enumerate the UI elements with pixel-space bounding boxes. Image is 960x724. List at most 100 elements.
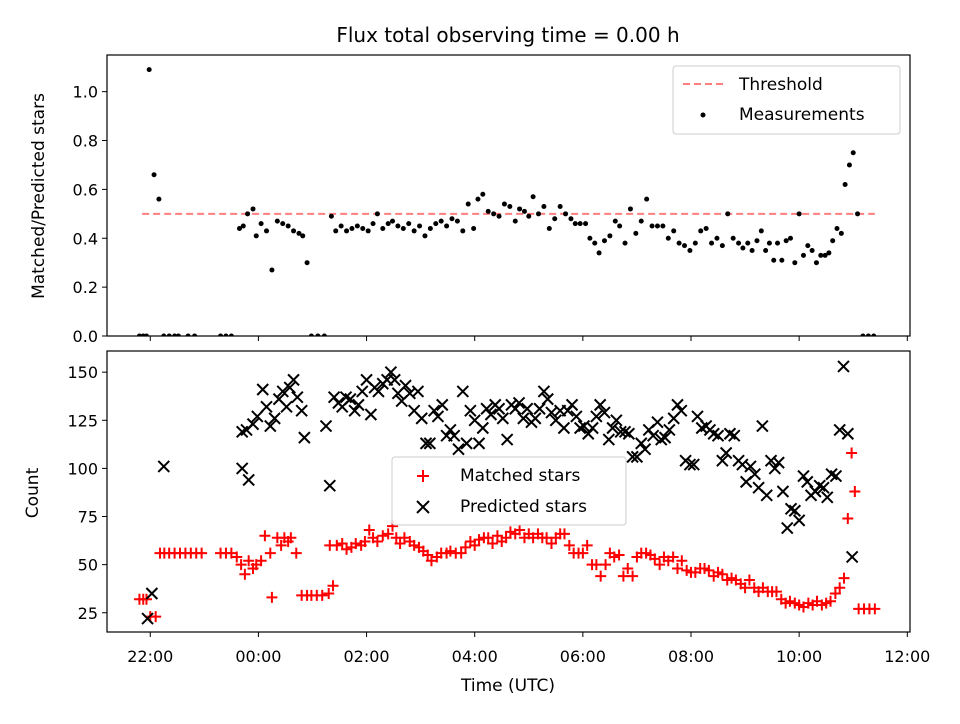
measurement-point — [687, 247, 693, 253]
matched-stars-point — [341, 543, 353, 555]
matched-stars-point — [834, 582, 846, 594]
measurement-point — [557, 203, 563, 209]
matched-stars-point — [743, 574, 755, 586]
predicted-stars-point — [496, 412, 510, 425]
measurement-point — [834, 225, 840, 231]
legend-measurements-swatch — [700, 112, 706, 118]
predicted-stars-point — [792, 514, 806, 527]
measurement-point — [315, 333, 321, 336]
bottom-legend-box — [391, 456, 627, 526]
measurement-point — [644, 196, 650, 202]
predicted-stars-point — [246, 417, 260, 431]
matched-stars-point — [617, 570, 629, 582]
matched-stars-point — [545, 537, 557, 549]
predicted-stars-point — [841, 427, 855, 440]
measurement-point — [783, 238, 789, 244]
legend-measurements-label: Measurements — [739, 105, 865, 125]
predicted-stars-point — [476, 421, 490, 435]
bottom-panel: 25 50 75 100 125 150 22:00 00:00 02:00 04:00 06:0… — [23, 350, 930, 666]
predicted-stars-point — [157, 460, 170, 473]
measurement-point — [725, 211, 731, 217]
predicted-stars-point — [582, 427, 595, 440]
matched-stars-point — [739, 582, 751, 594]
measurement-point — [709, 240, 715, 246]
matched-stars-point — [150, 611, 162, 623]
predicted-stars-point — [837, 360, 850, 373]
predicted-stars-point — [586, 421, 599, 435]
predicted-stars-point — [671, 398, 684, 412]
matched-stars-point — [371, 536, 383, 548]
predicted-stars-point — [452, 442, 465, 456]
measurement-point — [714, 235, 720, 241]
predicted-stars-point — [590, 410, 603, 423]
measurement-point — [454, 218, 460, 224]
matched-stars-point — [394, 537, 406, 549]
bottom-xtick-label: 12:00 — [884, 647, 930, 666]
predicted-stars-point — [748, 467, 762, 481]
measurement-point — [568, 216, 574, 222]
measurement-point — [612, 218, 618, 224]
matched-stars-point — [842, 512, 854, 524]
predicted-stars-point — [744, 460, 757, 473]
predicted-stars-point — [768, 462, 782, 475]
measurement-point — [860, 333, 866, 336]
predicted-stars-point — [517, 412, 530, 425]
predicted-stars-point — [655, 433, 668, 446]
predicted-stars-point — [833, 423, 846, 437]
matched-stars-point — [264, 547, 276, 559]
measurement-point — [411, 228, 417, 234]
predicted-stars-point — [610, 414, 623, 427]
measurement-point — [143, 333, 149, 336]
predicted-stars-point — [809, 485, 822, 498]
top-y-axis-label: Matched/Predicted stars — [29, 93, 49, 299]
matched-stars-point — [231, 551, 243, 563]
measurement-point — [830, 238, 836, 244]
measurement-point — [338, 223, 344, 229]
measurement-point — [649, 223, 655, 229]
predicted-stars-point — [295, 404, 308, 417]
measurement-point — [501, 201, 507, 207]
predicted-stars-point — [537, 385, 551, 398]
x-axis-label: Time (UTC) — [460, 676, 555, 696]
predicted-stars-point — [817, 481, 830, 494]
predicted-stars-point — [606, 421, 619, 435]
predicted-stars-point — [141, 612, 154, 625]
measurement-point — [796, 211, 802, 217]
measurement-point — [507, 203, 513, 209]
matched-stars-point — [622, 562, 634, 574]
measurement-point — [438, 218, 444, 224]
measurement-point — [730, 235, 736, 241]
measurement-point — [775, 240, 781, 246]
bottom-x-ticks: 22:00 00:00 02:00 04:00 06:00 08:00 10:00 12:00 — [127, 632, 930, 666]
measurement-point — [682, 243, 688, 249]
matched-stars-point — [243, 555, 255, 567]
measurement-point — [698, 228, 704, 234]
bottom-ytick-label: 100 — [67, 459, 98, 478]
measurement-point — [512, 218, 518, 224]
measurement-point — [521, 208, 527, 214]
legend-predicted-swatch — [416, 500, 430, 514]
measurement-point — [596, 250, 602, 256]
top-panel: 0.0 0.2 0.4 0.6 0.8 1.0 Matched/Predicted sta… — [29, 54, 911, 346]
predicted-stars-point — [622, 427, 636, 440]
measurement-point — [300, 233, 306, 239]
predicted-stars-point — [512, 396, 526, 410]
bottom-xtick-label: 00:00 — [235, 647, 281, 666]
bottom-ytick-label: 150 — [67, 363, 98, 382]
measurement-point — [703, 225, 709, 231]
matched-stars-point — [613, 549, 625, 561]
measurement-point — [161, 333, 167, 336]
predicted-stars-point — [388, 373, 401, 387]
top-ytick-label: 1.0 — [73, 83, 98, 102]
measurement-point — [480, 191, 486, 197]
predicted-stars-point — [352, 398, 365, 412]
measurement-point — [258, 221, 264, 227]
measurement-point — [676, 240, 682, 246]
matched-stars-point — [235, 559, 247, 571]
measurement-point — [385, 221, 391, 227]
matched-stars-point — [331, 539, 343, 551]
predicted-stars-point — [598, 406, 611, 419]
measurement-point — [365, 228, 371, 234]
predicted-stars-point — [399, 379, 412, 392]
predicted-stars-point — [675, 404, 688, 417]
